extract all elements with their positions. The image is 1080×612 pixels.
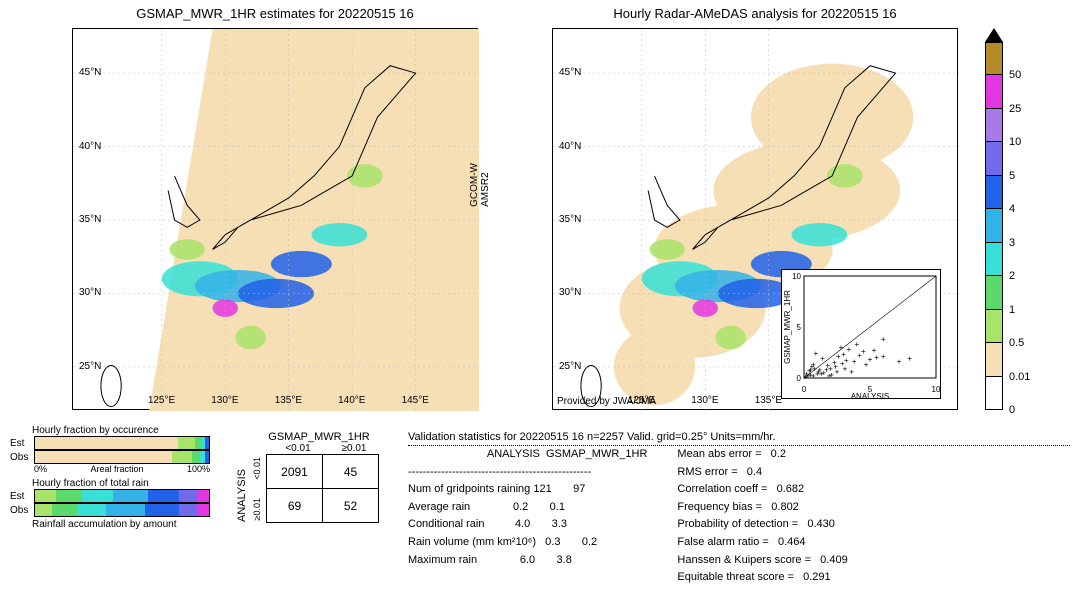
axis-label: Areal fraction [90,464,143,474]
colorbar-tick-label: 0 [1009,404,1015,416]
confusion-cell: 45 [323,455,379,489]
xtick-label: 100% [187,464,210,474]
svg-text:5: 5 [797,323,802,332]
lat-tick: 35°N [559,214,581,225]
lat-tick: 30°N [559,287,581,298]
colorbar: 502510543210.50.010 [985,28,1045,410]
lon-tick: 130°E [211,395,238,406]
lat-tick: 45°N [559,67,581,78]
colorbar-tick-label: 5 [1009,170,1015,182]
confusion-col-header: GSMAP_MWR_1HR [256,431,382,443]
lat-tick: 25°N [79,361,101,372]
confusion-col-label: ≥0.01 [326,443,382,454]
colorbar-segment [985,343,1003,376]
hourly-fraction-panel: Hourly fraction by occurenceEstObs0%Area… [10,425,210,530]
colorbar-segment [985,42,1003,75]
lat-tick: 35°N [79,214,101,225]
colorbar-tick-label: 50 [1009,69,1021,81]
colorbar-segment [985,276,1003,309]
confusion-cell: 69 [267,489,323,523]
lat-tick: 25°N [559,361,581,372]
svg-text:0: 0 [802,385,807,394]
lon-tick: 135°E [275,395,302,406]
confusion-row-label: <0.01 [252,457,262,480]
svg-text:GSMAP_MWR_1HR: GSMAP_MWR_1HR [783,290,792,364]
fraction-title: Hourly fraction of total rain [32,478,210,489]
colorbar-tick-label: 25 [1009,103,1021,115]
right-map-title: Hourly Radar-AMeDAS analysis for 2022051… [552,6,958,21]
validation-stats-panel: Validation statistics for 20220515 16 n=… [408,431,1070,587]
colorbar-segment [985,176,1003,209]
confusion-cell: 2091 [267,455,323,489]
colorbar-tick-label: 4 [1009,203,1015,215]
confusion-row-header: ANALYSIS [236,469,248,522]
lon-tick: 145°E [402,395,429,406]
colorbar-segment [985,243,1003,276]
svg-text:10: 10 [792,272,801,281]
colorbar-tick-label: 1 [1009,304,1015,316]
confusion-row-label: ≥0.01 [252,498,262,520]
lon-tick: 130°E [691,395,718,406]
lat-tick: 45°N [79,67,101,78]
xtick-label: 0% [34,464,47,474]
svg-text:0: 0 [797,374,802,383]
row-label: Est [10,438,30,449]
colorbar-segment [985,310,1003,343]
lon-tick: 135°E [755,395,782,406]
validation-table: ANALYSIS GSMAP_MWR_1HR -----------------… [408,446,647,587]
lat-tick: 40°N [79,141,101,152]
row-label: Obs [10,505,30,516]
stacked-bar [34,436,210,450]
colorbar-segment [985,75,1003,108]
validation-header: Validation statistics for 20220515 16 n=… [408,431,1070,443]
validation-metrics: Mean abs error = 0.2 RMS error = 0.4 Cor… [677,446,847,587]
colorbar-tick-label: 10 [1009,136,1021,148]
fraction-title: Rainfall accumulation by amount [32,519,210,530]
stacked-bar [34,489,210,503]
colorbar-arrow-icon [985,28,1003,42]
colorbar-tick-label: 0.01 [1009,371,1030,383]
colorbar-segment [985,377,1003,410]
scatter-inset: 00551010ANALYSISGSMAP_MWR_1HR [781,269,941,399]
colorbar-tick-label: 3 [1009,237,1015,249]
lat-tick: 30°N [79,287,101,298]
lon-tick: 125°E [148,395,175,406]
bottom-summary-row: Hourly fraction by occurenceEstObs0%Area… [10,425,1070,587]
confusion-matrix-panel: GSMAP_MWR_1HRANALYSIS<0.01≥0.01<0.01≥0.0… [236,431,382,523]
svg-text:ANALYSIS: ANALYSIS [851,392,890,400]
instrument-label: GCOM-W AMSR2 [469,163,491,207]
lon-tick: 140°E [338,395,365,406]
lat-tick: 40°N [559,141,581,152]
colorbar-tick-label: 0.5 [1009,337,1024,349]
confusion-col-label: <0.01 [270,443,326,454]
row-label: Obs [10,452,30,463]
right-map-panel: 25°N30°N35°N40°N45°N125°E130°E135°E00551… [552,28,958,410]
colorbar-segment [985,209,1003,242]
confusion-table: 2091456952 [266,454,379,523]
fraction-title: Hourly fraction by occurence [32,425,210,436]
left-map-panel: 25°N 30°N 35°N 40°N 45°N 125°E 130°E 135°E 140°E… [72,28,478,410]
confusion-cell: 52 [323,489,379,523]
colorbar-tick-label: 2 [1009,270,1015,282]
stacked-bar [34,450,210,464]
stacked-bar [34,503,210,517]
left-map-title: GSMAP_MWR_1HR estimates for 20220515 16 [72,6,478,21]
colorbar-segment [985,109,1003,142]
colorbar-segment [985,142,1003,175]
row-label: Est [10,491,30,502]
svg-text:10: 10 [932,385,941,394]
provider-label: Provided by JWA/JMA [557,396,656,407]
